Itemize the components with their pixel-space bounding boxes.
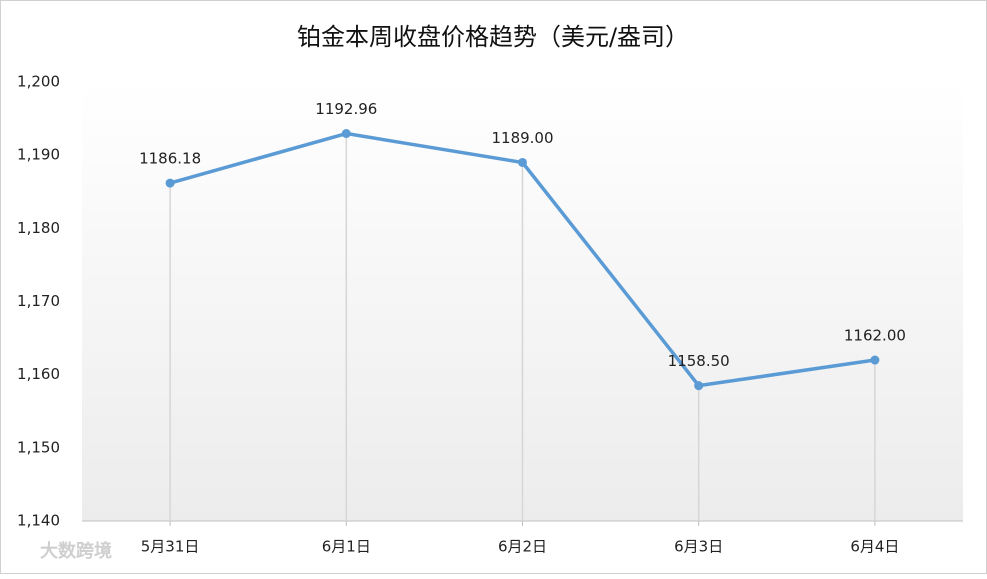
y-tick-label: 1,170 xyxy=(17,292,60,310)
point xyxy=(870,355,880,365)
data-label: 1162.00 xyxy=(844,327,906,345)
data-label: 1192.96 xyxy=(315,100,377,118)
point xyxy=(518,157,527,167)
point xyxy=(694,381,704,391)
data-label: 1189.00 xyxy=(491,129,553,147)
x-tick-label: 6月2日 xyxy=(498,538,547,556)
data-label: 1186.18 xyxy=(139,150,201,168)
y-tick-label: 1,190 xyxy=(17,146,60,164)
chart-title: 铂金本周收盘价格趋势（美元/盎司） xyxy=(297,23,689,51)
y-tick-label: 1,180 xyxy=(17,219,60,237)
data-label: 1158.50 xyxy=(668,352,730,370)
x-tick-label: 6月4日 xyxy=(850,538,899,556)
point xyxy=(341,129,351,139)
x-tick-label: 6月1日 xyxy=(322,538,371,556)
x-tick-label: 5月31日 xyxy=(141,538,200,556)
y-tick-label: 1,140 xyxy=(17,512,60,530)
y-tick-label: 1,160 xyxy=(17,365,60,383)
point xyxy=(165,178,175,188)
watermark: 大数跨境 xyxy=(40,540,112,562)
y-tick-label: 1,150 xyxy=(17,438,60,456)
y-tick-label: 1,200 xyxy=(17,73,60,91)
x-tick-label: 6月3日 xyxy=(674,538,723,556)
